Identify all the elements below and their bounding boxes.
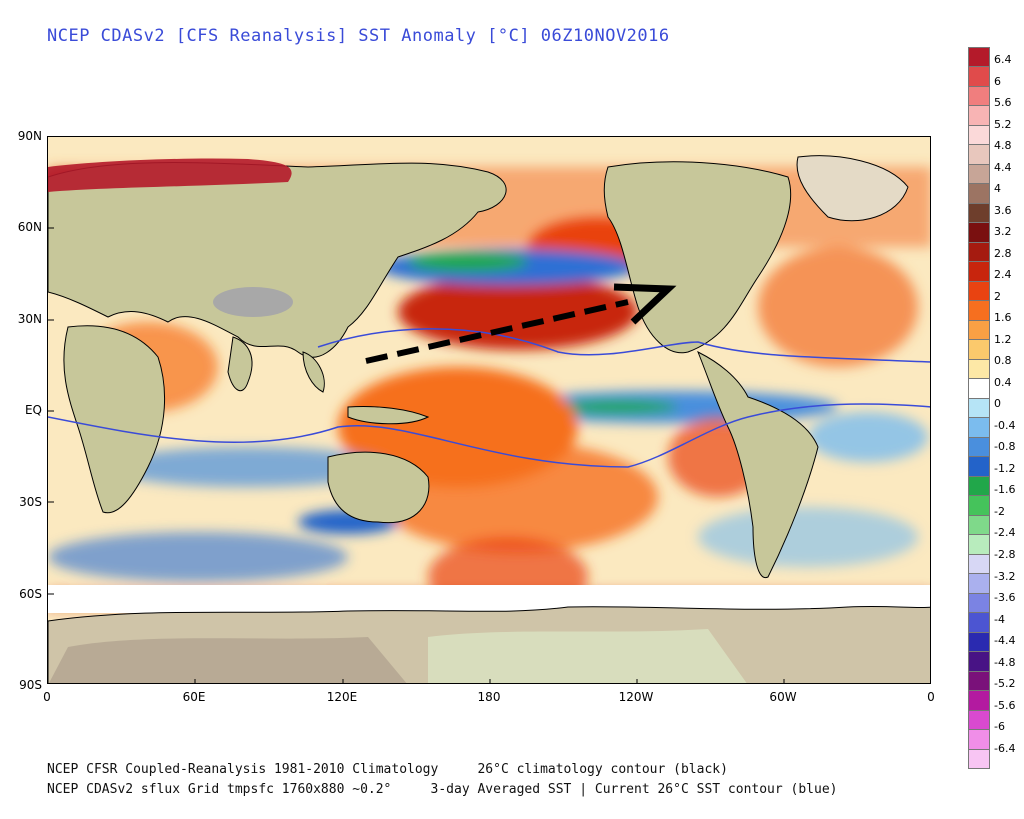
greenland	[796, 155, 909, 222]
legend-swatch	[968, 475, 990, 497]
lat-label-60s: 60S	[19, 587, 42, 601]
legend-swatch	[968, 85, 990, 107]
legend-swatch	[968, 241, 990, 263]
legend-swatch	[968, 748, 990, 769]
legend-swatch	[968, 66, 990, 87]
legend-swatch	[968, 144, 990, 165]
lon-label-60w: 60W	[769, 690, 797, 704]
legend-label: -1.6	[994, 483, 1016, 497]
sst-26c-contour-south	[48, 403, 930, 468]
legend-swatch	[968, 339, 990, 360]
map-canvas	[48, 137, 930, 683]
legend-label: -4.8	[994, 655, 1016, 669]
legend-label: 4.4	[994, 160, 1012, 174]
footer-line-1: NCEP CFSR Coupled-Reanalysis 1981-2010 C…	[47, 762, 728, 777]
sst-anomaly-map	[47, 136, 931, 684]
legend-label: -2.4	[994, 526, 1016, 540]
legend-swatch	[968, 651, 990, 672]
legend-label: -3.2	[994, 569, 1016, 583]
legend-swatch	[968, 729, 990, 750]
legend-swatch	[968, 163, 990, 185]
arrow-head	[613, 283, 677, 325]
legend-swatch	[968, 124, 990, 146]
legend-swatch	[968, 319, 990, 341]
legend-label: -6	[994, 720, 1005, 734]
footer-line-2: NCEP CDASv2 sflux Grid tmpsfc 1760x880 ~…	[47, 782, 838, 797]
legend-swatch	[968, 514, 990, 536]
legend-label: 1.2	[994, 332, 1012, 346]
lat-label-60n: 60N	[17, 220, 42, 234]
continents	[48, 161, 819, 579]
lon-label-60e: 60E	[182, 690, 206, 704]
legend-label: -4.4	[994, 634, 1016, 648]
lat-label-90n: 90N	[17, 129, 42, 143]
legend-swatch	[968, 222, 990, 243]
lon-label-180: 180	[477, 690, 501, 704]
legend-swatch	[968, 690, 990, 711]
legend-label: -2.8	[994, 548, 1016, 561]
lon-label-0: 0	[43, 690, 51, 704]
legend-label: 4.8	[994, 139, 1012, 153]
legend-swatch	[968, 183, 990, 204]
legend-swatch	[968, 573, 990, 594]
legend-swatch	[968, 436, 990, 458]
legend-swatch	[968, 592, 990, 614]
legend-label: 0.8	[994, 354, 1012, 368]
legend-label: 5.6	[994, 96, 1012, 110]
legend-label: 0.4	[994, 375, 1012, 389]
legend-label: -3.6	[994, 591, 1016, 605]
dashed-arrow-shaft	[365, 299, 629, 364]
legend-swatch	[968, 534, 990, 555]
legend-label: 4	[994, 182, 1001, 196]
legend-label: 6.4	[994, 53, 1012, 66]
legend-label: -0.4	[994, 418, 1016, 432]
lat-label-30s: 30S	[19, 495, 42, 509]
legend-label: 3.2	[994, 225, 1012, 239]
legend-swatch	[968, 378, 990, 399]
legend-label: -2	[994, 504, 1005, 518]
legend-swatch	[968, 417, 990, 438]
legend-swatch	[968, 553, 990, 575]
lon-label-0-east: 0	[927, 690, 935, 704]
legend-label: -5.2	[994, 677, 1016, 691]
legend-swatch	[968, 456, 990, 477]
tibet-plateau	[213, 287, 293, 317]
legend-label: -4	[994, 612, 1005, 626]
lat-label-30n: 30N	[17, 312, 42, 326]
legend-label: 3.6	[994, 203, 1012, 217]
map-title: NCEP CDASv2 [CFS Reanalysis] SST Anomaly…	[47, 26, 670, 46]
legend-swatch	[968, 280, 990, 302]
legend-swatch	[968, 709, 990, 731]
legend-swatch	[968, 261, 990, 282]
legend-label: -6.4	[994, 741, 1016, 755]
legend-label: 2.4	[994, 268, 1012, 282]
legend-label: 2.8	[994, 246, 1012, 260]
legend-swatch	[968, 47, 990, 68]
lat-label-90s: 90S	[19, 678, 42, 692]
legend-swatch	[968, 495, 990, 516]
legend-swatch	[968, 631, 990, 653]
legend-swatch	[968, 670, 990, 692]
legend-label: 6	[994, 74, 1001, 88]
lon-label-120w: 120W	[618, 690, 654, 704]
southern-ice-band	[48, 585, 930, 613]
legend-swatch	[968, 612, 990, 633]
sst-26c-contour-north	[317, 328, 930, 363]
legend-label: -0.8	[994, 440, 1016, 454]
legend-swatch	[968, 358, 990, 380]
legend-label: 2	[994, 289, 1001, 303]
legend-label: 5.2	[994, 117, 1012, 131]
legend-label: -5.6	[994, 698, 1016, 712]
legend-label: -1.2	[994, 461, 1016, 475]
legend-swatch	[968, 397, 990, 419]
legend-label: 1.6	[994, 311, 1012, 325]
legend-swatch	[968, 202, 990, 224]
arctic-warm-anomaly	[48, 158, 292, 192]
legend-swatch	[968, 105, 990, 126]
lat-label-eq: EQ	[24, 403, 42, 417]
lon-label-120e: 120E	[326, 690, 358, 704]
legend-swatch	[968, 300, 990, 321]
legend-label: 0	[994, 397, 1001, 411]
